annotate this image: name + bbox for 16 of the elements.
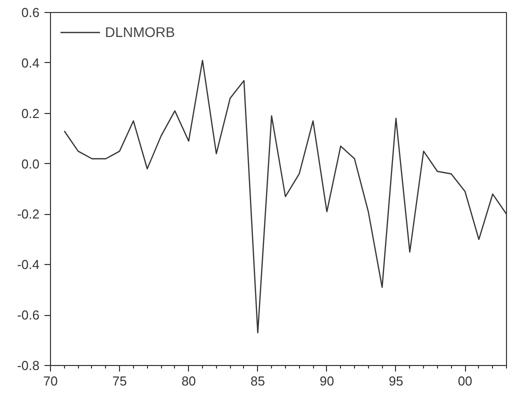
x-tick-label: 85 bbox=[250, 374, 266, 388]
y-tick-label: 0.2 bbox=[21, 106, 40, 121]
x-tick-label: 90 bbox=[320, 374, 334, 388]
y-tick-label: -0.4 bbox=[17, 257, 40, 272]
y-tick-label: -0.2 bbox=[17, 206, 40, 222]
x-tick-label: 80 bbox=[181, 374, 196, 388]
x-tick-label: 00 bbox=[458, 374, 472, 388]
x-tick-label: 95 bbox=[388, 374, 404, 388]
y-tick-label: -0.8 bbox=[17, 358, 40, 373]
legend-label: DLNMORB bbox=[105, 24, 176, 40]
y-tick-label: 0.6 bbox=[21, 5, 40, 20]
x-tick-label: 70 bbox=[43, 374, 58, 388]
y-tick-label: 0.0 bbox=[21, 156, 40, 172]
y-tick-label: 0.4 bbox=[21, 55, 40, 70]
x-tick-label: 75 bbox=[112, 374, 127, 388]
y-tick-label: -0.6 bbox=[17, 308, 40, 323]
